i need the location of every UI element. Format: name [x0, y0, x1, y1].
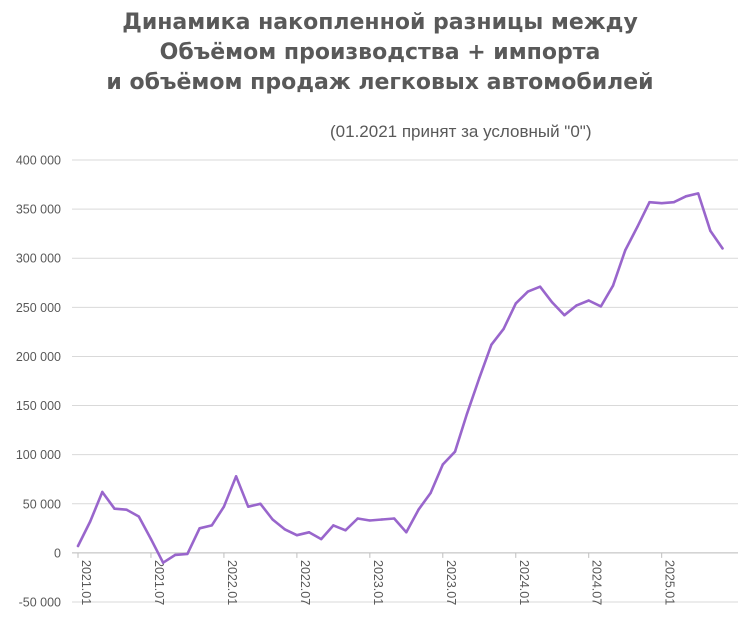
- data-point: [198, 527, 201, 530]
- y-tick-label: 300 000: [16, 252, 61, 266]
- x-tick-label: 2021.07: [152, 560, 166, 605]
- data-point: [551, 301, 554, 304]
- data-point: [271, 518, 274, 521]
- x-tick-label: 2025.01: [663, 560, 677, 605]
- x-axis: [72, 552, 738, 558]
- data-point: [137, 515, 140, 518]
- data-point: [101, 490, 104, 494]
- data-point: [307, 531, 311, 534]
- data-point: [465, 412, 469, 415]
- y-axis-tick-labels: -50 000 0 50 000 100 000 150 000 200 000 250 0…: [16, 154, 61, 610]
- chart-title-line-2: Объёмом производства + импорта: [159, 40, 601, 65]
- y-tick-label: 250 000: [16, 301, 61, 315]
- data-point: [684, 195, 688, 198]
- data-point: [660, 202, 663, 205]
- x-tick-label: 2022.01: [225, 560, 239, 605]
- data-point: [709, 229, 712, 232]
- data-point: [380, 518, 384, 521]
- data-point: [210, 524, 213, 527]
- data-point: [526, 290, 530, 293]
- data-point: [648, 201, 651, 204]
- data-point: [125, 508, 128, 511]
- data-point: [721, 247, 724, 250]
- data-point: [161, 561, 165, 564]
- x-tick-label: 2021.01: [79, 560, 93, 605]
- data-point: [538, 285, 542, 288]
- data-point: [453, 450, 457, 453]
- data-point: [222, 505, 226, 508]
- data-point: [587, 299, 590, 302]
- chart-title: Динамика накопленной разницы между Объём…: [0, 8, 750, 98]
- data-point: [611, 284, 615, 287]
- data-point: [563, 313, 566, 317]
- data-point: [88, 520, 92, 523]
- data-point: [234, 475, 238, 478]
- series-layer: [76, 192, 724, 565]
- data-point: [356, 517, 359, 520]
- data-point: [186, 552, 189, 556]
- x-axis-tick-labels: 2021.01 2021.07 2022.01 2022.07 2023.01 2023.…: [79, 560, 677, 605]
- data-point: [405, 531, 408, 534]
- y-tick-label: 400 000: [16, 154, 61, 168]
- chart-subtitle: (01.2021 принят за условный "0"): [330, 122, 592, 141]
- y-tick-label: 200 000: [16, 350, 61, 364]
- data-point: [672, 201, 676, 204]
- x-tick-label: 2024.01: [517, 560, 531, 605]
- data-point: [368, 519, 372, 522]
- data-point: [575, 304, 578, 307]
- data-point: [259, 502, 262, 505]
- x-tick-label: 2023.07: [444, 560, 458, 605]
- y-tick-label: 150 000: [16, 399, 61, 413]
- data-point: [332, 524, 335, 527]
- y-tick-label: 100 000: [16, 448, 61, 462]
- y-tick-label: -50 000: [19, 596, 61, 610]
- y-tick-label: 0: [54, 546, 61, 560]
- data-point: [636, 225, 639, 228]
- data-point: [174, 553, 177, 557]
- x-tick-label: 2023.01: [371, 560, 385, 605]
- data-point: [599, 305, 603, 308]
- data-point: [344, 529, 347, 532]
- data-point: [514, 302, 517, 305]
- data-point: [441, 463, 444, 466]
- data-point: [490, 343, 493, 346]
- data-point: [502, 327, 505, 331]
- data-point: [478, 376, 481, 380]
- x-tick-label: 2022.07: [298, 560, 312, 605]
- data-point: [113, 507, 116, 510]
- data-point: [429, 491, 432, 495]
- chart-title-line-3: и объёмом продаж легковых автомобилей: [106, 70, 654, 95]
- x-tick-label: 2024.07: [590, 560, 604, 605]
- data-point: [417, 508, 420, 511]
- data-point: [696, 192, 700, 195]
- data-point: [624, 249, 627, 252]
- chart-title-line-1: Динамика накопленной разницы между: [122, 10, 638, 35]
- y-tick-label: 50 000: [23, 497, 61, 511]
- data-point: [295, 534, 299, 537]
- data-point: [247, 505, 250, 508]
- data-point: [320, 537, 323, 541]
- y-tick-label: 350 000: [16, 203, 61, 217]
- data-point: [283, 528, 286, 531]
- data-point: [149, 537, 153, 541]
- data-point: [76, 544, 80, 548]
- series-line: [76, 192, 724, 565]
- data-point: [392, 517, 396, 520]
